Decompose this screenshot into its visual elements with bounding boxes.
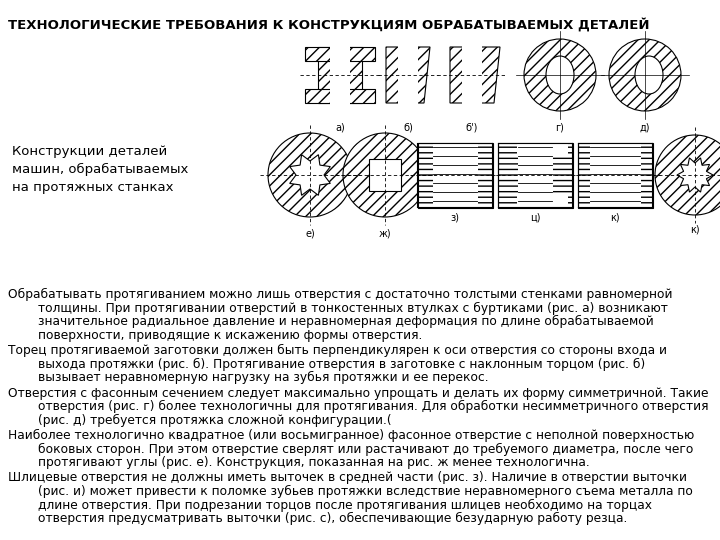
Bar: [305, 89, 332, 103]
Text: вызывает неравномерную нагрузку на зубья протяжки и ее перекос.: вызывает неравномерную нагрузку на зубья…: [38, 371, 489, 384]
Bar: [498, 143, 573, 208]
Text: ж): ж): [379, 229, 391, 239]
Bar: [433, 144, 478, 207]
Text: к): к): [610, 212, 620, 222]
Text: (рис. д) требуется протяжка сложной конфигурации.(: (рис. д) требуется протяжка сложной конф…: [38, 414, 392, 427]
Circle shape: [343, 133, 427, 217]
Text: ц): ц): [530, 212, 540, 222]
Polygon shape: [677, 158, 713, 192]
Text: Конструкции деталей
машин, обрабатываемых
на протяжных станках: Конструкции деталей машин, обрабатываемы…: [12, 145, 189, 194]
Bar: [517, 144, 568, 156]
Text: Торец протягиваемой заготовки должен быть перпендикулярен к оси отверстия со сто: Торец протягиваемой заготовки должен быт…: [8, 344, 667, 357]
Text: длине отверстия. При подрезании торцов после протягивания шлицев необходимо на т: длине отверстия. При подрезании торцов п…: [38, 498, 652, 511]
Text: д): д): [640, 123, 650, 133]
Text: б): б): [403, 123, 413, 133]
Bar: [318, 47, 362, 103]
Text: е): е): [305, 229, 315, 239]
Text: ТЕХНОЛОГИЧЕСКИЕ ТРЕБОВАНИЯ К КОНСТРУКЦИЯМ ОБРАБАТЫВАЕМЫХ ДЕТАЛЕЙ: ТЕХНОЛОГИЧЕСКИЕ ТРЕБОВАНИЯ К КОНСТРУКЦИЯ…: [8, 18, 649, 32]
Bar: [418, 143, 493, 208]
Bar: [518, 144, 553, 207]
Text: протягивают углы (рис. е). Конструкция, показанная на рис. ж менее технологична.: протягивают углы (рис. е). Конструкция, …: [38, 456, 590, 469]
Bar: [578, 143, 653, 208]
Text: Отверстия с фасонным сечением следует максимально упрощать и делать их форму сим: Отверстия с фасонным сечением следует ма…: [8, 387, 708, 400]
Bar: [330, 45, 350, 107]
Ellipse shape: [546, 56, 574, 94]
Text: отверстия (рис. г) более технологичны для протягивания. Для обработки несимметри: отверстия (рис. г) более технологичны дл…: [38, 400, 708, 413]
Text: значительное радиальное давление и неравномерная деформация по длине обрабатывае: значительное радиальное давление и нерав…: [38, 315, 654, 328]
Text: к): к): [690, 225, 700, 235]
Bar: [369, 159, 401, 191]
Text: толщины. При протягивании отверстий в тонкостенных втулках с буртиками (рис. а) : толщины. При протягивании отверстий в то…: [38, 301, 668, 315]
Text: Обрабатывать протягиванием можно лишь отверстия с достаточно толстыми стенками р: Обрабатывать протягиванием можно лишь от…: [8, 288, 672, 301]
Text: б'): б'): [466, 123, 478, 133]
Circle shape: [524, 39, 596, 111]
Polygon shape: [289, 154, 330, 195]
Bar: [348, 89, 375, 103]
Bar: [462, 45, 482, 107]
Polygon shape: [386, 47, 430, 103]
Polygon shape: [450, 47, 500, 103]
Text: отверстия предусматривать выточки (рис. с), обеспечивающие безударную работу рез: отверстия предусматривать выточки (рис. …: [38, 512, 627, 525]
Text: (рис. и) может привести к поломке зубьев протяжки вследствие неравномерного съем: (рис. и) может привести к поломке зубьев…: [38, 485, 693, 498]
Text: Наиболее технологично квадратное (или восьмигранное) фасонное отверстие с неполн: Наиболее технологично квадратное (или во…: [8, 429, 694, 442]
Ellipse shape: [635, 56, 663, 94]
Circle shape: [268, 133, 352, 217]
Text: з): з): [451, 212, 459, 222]
Bar: [398, 45, 418, 107]
Circle shape: [609, 39, 681, 111]
Text: Шлицевые отверстия не должны иметь выточек в средней части (рис. з). Наличие в о: Шлицевые отверстия не должны иметь выточ…: [8, 471, 687, 484]
Text: боковых сторон. При этом отверстие сверлят или растачивают до требуемого диаметр: боковых сторон. При этом отверстие сверл…: [38, 442, 693, 456]
Text: выхода протяжки (рис. б). Протягивание отверстия в заготовке с наклонным торцом : выхода протяжки (рис. б). Протягивание о…: [38, 357, 645, 370]
Bar: [517, 194, 568, 206]
Bar: [590, 144, 641, 207]
Text: а): а): [335, 123, 345, 133]
Circle shape: [655, 135, 720, 215]
Bar: [305, 47, 375, 61]
Text: г): г): [556, 123, 564, 133]
Text: поверхности, приводящие к искажению формы отверстия.: поверхности, приводящие к искажению форм…: [38, 328, 423, 341]
